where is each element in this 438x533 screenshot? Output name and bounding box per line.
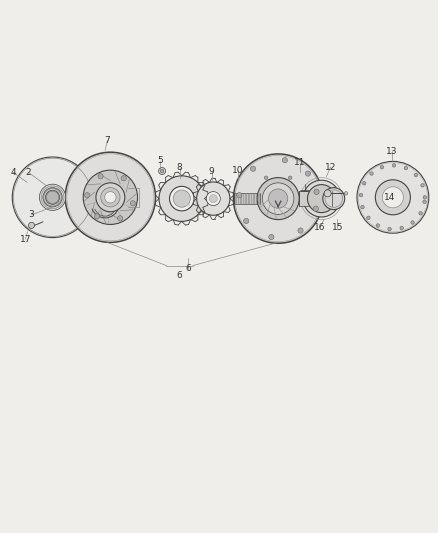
Circle shape	[313, 206, 318, 211]
Circle shape	[209, 195, 217, 203]
Circle shape	[65, 152, 155, 243]
Circle shape	[130, 201, 135, 206]
Bar	[299, 191, 332, 206]
Text: 15: 15	[332, 223, 343, 232]
Circle shape	[388, 228, 391, 231]
Circle shape	[265, 176, 268, 180]
Text: 4: 4	[11, 168, 16, 177]
Text: 5: 5	[157, 156, 163, 165]
Circle shape	[288, 176, 292, 180]
Circle shape	[39, 184, 66, 211]
Circle shape	[12, 157, 93, 238]
Circle shape	[305, 171, 311, 176]
Text: 9: 9	[208, 166, 215, 175]
Circle shape	[400, 227, 403, 230]
Circle shape	[269, 235, 274, 240]
Text: 11: 11	[294, 158, 306, 167]
Circle shape	[197, 182, 230, 215]
Circle shape	[206, 191, 220, 206]
Circle shape	[303, 180, 340, 217]
Circle shape	[85, 192, 90, 198]
Text: 2: 2	[26, 168, 31, 177]
Circle shape	[83, 170, 138, 224]
Circle shape	[298, 228, 303, 233]
Text: 14: 14	[384, 193, 396, 202]
Circle shape	[170, 187, 194, 211]
Text: 12: 12	[325, 163, 336, 172]
Circle shape	[257, 177, 299, 220]
Circle shape	[105, 191, 116, 203]
Text: 8: 8	[177, 164, 183, 173]
Circle shape	[237, 192, 242, 198]
Circle shape	[173, 190, 191, 207]
Circle shape	[96, 183, 125, 212]
Circle shape	[307, 184, 336, 213]
Text: 10: 10	[232, 166, 244, 175]
Circle shape	[359, 193, 363, 197]
Circle shape	[268, 189, 288, 208]
Text: 7: 7	[104, 136, 110, 146]
Circle shape	[95, 214, 100, 219]
Circle shape	[251, 166, 256, 172]
Circle shape	[28, 222, 35, 229]
Circle shape	[160, 169, 164, 173]
Text: 17: 17	[20, 235, 31, 244]
Circle shape	[314, 189, 319, 195]
Circle shape	[423, 196, 427, 199]
Circle shape	[43, 188, 62, 207]
Circle shape	[46, 190, 60, 204]
Circle shape	[392, 164, 396, 167]
Text: 13: 13	[386, 147, 398, 156]
Text: 6: 6	[185, 264, 191, 273]
Circle shape	[121, 176, 126, 181]
Circle shape	[357, 161, 429, 233]
Circle shape	[375, 180, 410, 215]
Circle shape	[362, 182, 366, 185]
Circle shape	[324, 190, 331, 197]
Circle shape	[159, 167, 166, 174]
Circle shape	[159, 176, 205, 221]
Circle shape	[376, 224, 380, 227]
Bar	[234, 193, 260, 204]
Circle shape	[367, 216, 370, 220]
Circle shape	[370, 172, 373, 175]
Circle shape	[421, 183, 424, 187]
Circle shape	[411, 221, 414, 224]
Circle shape	[419, 212, 422, 215]
Text: 3: 3	[28, 211, 35, 219]
Text: 16: 16	[314, 223, 325, 232]
Circle shape	[323, 188, 345, 209]
Circle shape	[117, 216, 123, 221]
Circle shape	[101, 188, 120, 207]
Circle shape	[414, 173, 418, 177]
Circle shape	[233, 154, 323, 243]
Circle shape	[344, 191, 348, 195]
Circle shape	[404, 166, 408, 170]
Circle shape	[380, 166, 384, 169]
Circle shape	[361, 205, 364, 209]
Circle shape	[423, 200, 426, 204]
Circle shape	[244, 219, 249, 224]
Circle shape	[98, 174, 103, 179]
Circle shape	[262, 183, 294, 214]
Circle shape	[282, 158, 287, 163]
Circle shape	[382, 187, 403, 208]
Text: 6: 6	[177, 271, 183, 280]
